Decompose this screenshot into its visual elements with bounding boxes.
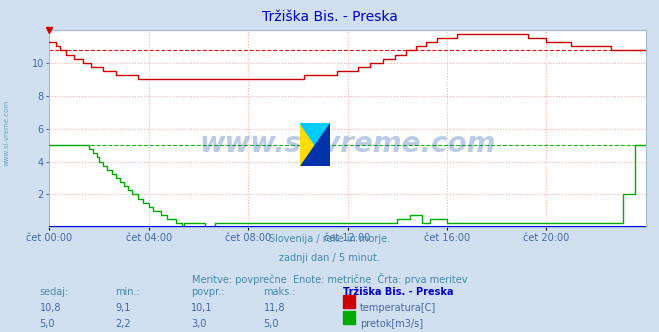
Text: sedaj:: sedaj:	[40, 287, 69, 297]
Text: 5,0: 5,0	[264, 319, 279, 329]
Text: 3,0: 3,0	[191, 319, 206, 329]
Text: www.si-vreme.com: www.si-vreme.com	[3, 100, 10, 166]
Text: maks.:: maks.:	[264, 287, 296, 297]
Text: 2,2: 2,2	[115, 319, 131, 329]
Text: 10,8: 10,8	[40, 303, 61, 313]
Polygon shape	[300, 123, 330, 166]
Polygon shape	[300, 123, 330, 166]
Text: min.:: min.:	[115, 287, 140, 297]
Text: Tržiška Bis. - Preska: Tržiška Bis. - Preska	[343, 287, 453, 297]
Text: temperatura[C]: temperatura[C]	[360, 303, 436, 313]
Text: Tržiška Bis. - Preska: Tržiška Bis. - Preska	[262, 10, 397, 24]
Polygon shape	[300, 123, 330, 166]
Text: Meritve: povprečne  Enote: metrične  Črta: prva meritev: Meritve: povprečne Enote: metrične Črta:…	[192, 273, 467, 285]
Text: 5,0: 5,0	[40, 319, 55, 329]
Text: povpr.:: povpr.:	[191, 287, 225, 297]
Text: Slovenija / reke in morje.: Slovenija / reke in morje.	[269, 234, 390, 244]
Text: 11,8: 11,8	[264, 303, 285, 313]
Text: 10,1: 10,1	[191, 303, 213, 313]
Text: www.si-vreme.com: www.si-vreme.com	[200, 130, 496, 158]
Text: zadnji dan / 5 minut.: zadnji dan / 5 minut.	[279, 253, 380, 263]
Text: 9,1: 9,1	[115, 303, 130, 313]
Text: pretok[m3/s]: pretok[m3/s]	[360, 319, 423, 329]
